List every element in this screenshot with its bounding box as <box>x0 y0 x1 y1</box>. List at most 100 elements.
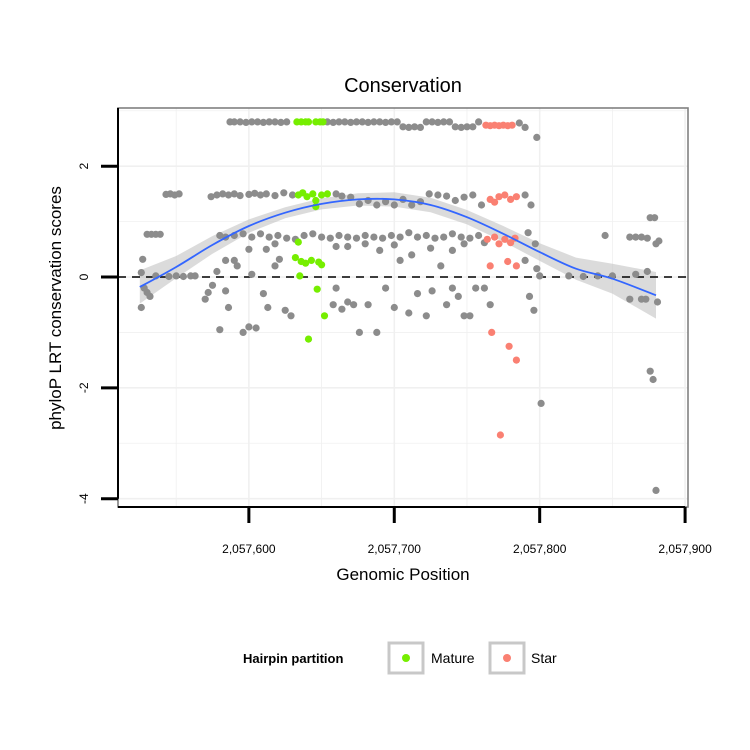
point-star <box>483 235 491 243</box>
point-other <box>230 118 238 126</box>
y-tick-label: -2 <box>77 382 91 393</box>
x-tick-label: 2,057,800 <box>513 542 567 556</box>
point-other <box>318 233 326 241</box>
point-other <box>239 230 247 238</box>
point-other <box>329 118 337 126</box>
point-other <box>146 292 154 300</box>
point-other <box>262 245 270 253</box>
point-other <box>335 118 343 126</box>
point-other <box>344 233 352 241</box>
legend-label-star: Star <box>531 650 557 666</box>
point-other <box>537 399 545 407</box>
point-other <box>248 270 256 278</box>
point-other <box>236 192 244 200</box>
point-other <box>515 119 523 127</box>
point-other <box>370 118 378 126</box>
data-points <box>137 118 663 494</box>
point-other <box>466 312 474 320</box>
point-other <box>256 230 265 238</box>
point-other <box>373 328 381 336</box>
point-other <box>233 262 241 270</box>
point-other <box>222 287 230 295</box>
legend-star-swatch <box>503 654 511 662</box>
point-other <box>222 256 230 264</box>
point-other <box>379 234 387 242</box>
legend-mature-swatch <box>402 654 410 662</box>
point-other <box>280 189 288 197</box>
point-other <box>655 237 663 245</box>
point-other <box>361 240 369 248</box>
point-other <box>271 118 279 126</box>
legend-title: Hairpin partition <box>243 651 343 666</box>
point-other <box>469 123 477 131</box>
point-other <box>358 118 366 126</box>
point-other <box>521 256 529 264</box>
point-other <box>139 255 147 263</box>
point-mature <box>323 190 331 198</box>
point-other <box>256 191 265 199</box>
point-other <box>637 233 646 241</box>
point-mature <box>320 312 329 320</box>
x-tick-label: 2,057,600 <box>222 542 276 556</box>
point-other <box>271 192 279 200</box>
point-other <box>274 231 282 240</box>
point-other <box>463 123 471 131</box>
point-mature <box>312 196 320 205</box>
point-other <box>533 133 541 141</box>
point-other <box>451 196 459 205</box>
point-other <box>265 233 273 241</box>
point-mature <box>307 256 315 264</box>
point-other <box>350 301 358 309</box>
point-other <box>448 246 456 254</box>
point-other <box>440 233 448 241</box>
point-other <box>632 270 640 278</box>
point-other <box>288 191 297 199</box>
point-other <box>370 233 378 241</box>
point-other <box>373 201 381 209</box>
point-other <box>264 303 272 312</box>
point-star <box>501 235 509 243</box>
point-other <box>396 256 404 264</box>
point-other <box>265 118 273 126</box>
point-other <box>355 200 363 208</box>
point-mature <box>309 190 317 198</box>
point-other <box>165 272 173 281</box>
point-other <box>137 269 145 277</box>
y-tick-label: 2 <box>77 163 91 170</box>
y-tick-label: -4 <box>77 493 91 504</box>
point-other <box>408 201 416 209</box>
point-other <box>425 190 433 198</box>
point-mature <box>291 254 299 262</box>
point-other <box>477 201 486 209</box>
point-star <box>495 240 503 248</box>
point-other <box>632 233 640 241</box>
point-other <box>201 295 209 303</box>
point-other <box>454 292 462 300</box>
point-star <box>507 195 515 203</box>
point-other <box>172 272 180 280</box>
point-other <box>156 230 164 238</box>
point-other <box>422 118 430 126</box>
point-other <box>533 265 541 273</box>
point-other <box>347 118 355 126</box>
point-other <box>469 191 477 199</box>
point-other <box>443 192 451 200</box>
point-other <box>361 231 369 240</box>
point-other <box>283 118 291 126</box>
point-other <box>387 118 395 126</box>
point-other <box>175 190 183 198</box>
plot-panel <box>118 108 688 507</box>
point-other <box>480 284 488 292</box>
point-other <box>224 303 233 312</box>
point-other <box>642 295 650 303</box>
point-other <box>335 231 343 240</box>
point-other <box>416 123 424 131</box>
point-other <box>204 288 212 297</box>
point-other <box>652 486 660 494</box>
y-axis: -4 -2 0 2 <box>77 108 119 504</box>
point-other <box>565 272 573 280</box>
point-other <box>448 284 456 292</box>
point-star <box>505 342 513 350</box>
point-other <box>191 272 199 280</box>
point-other <box>457 123 465 131</box>
